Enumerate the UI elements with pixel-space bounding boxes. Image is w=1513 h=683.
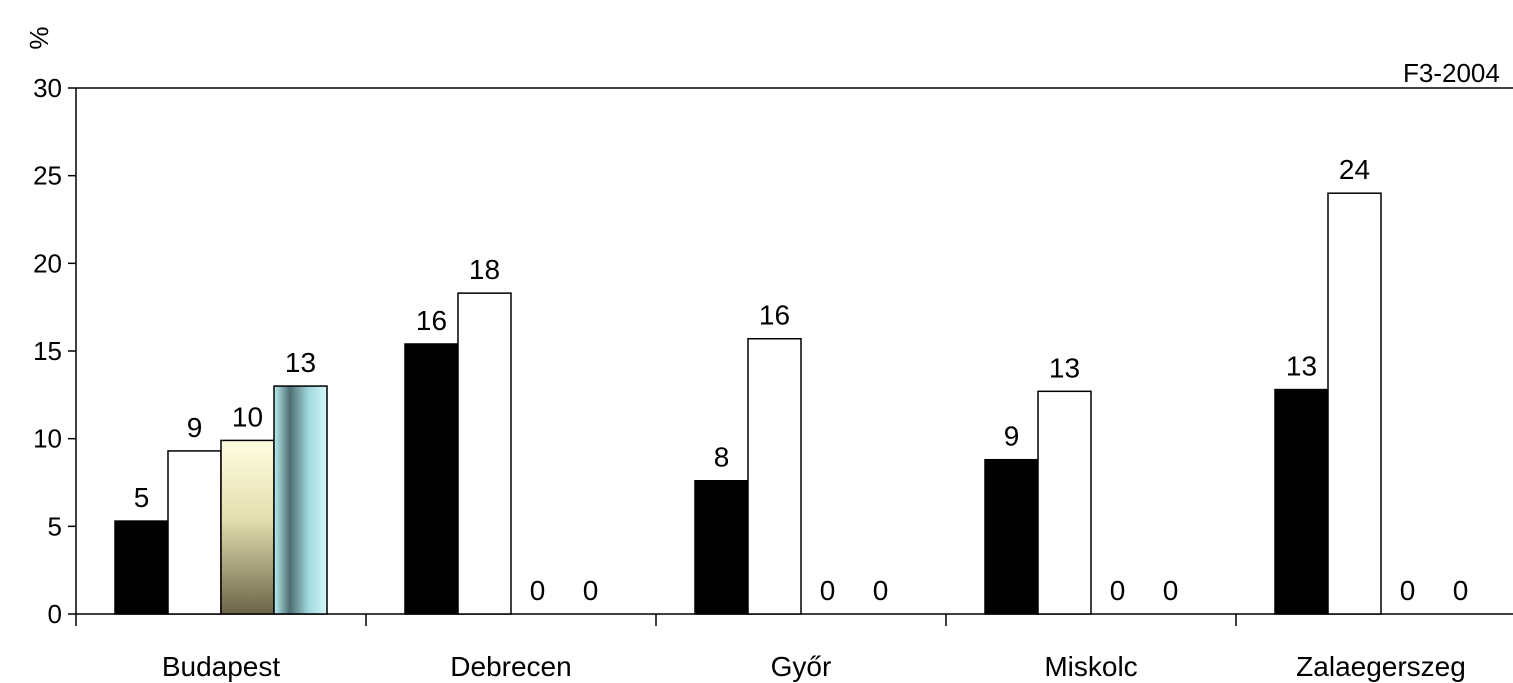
- y-tick-label: 5: [48, 511, 62, 541]
- bar: [404, 343, 459, 615]
- bar: [1274, 388, 1329, 615]
- data-label: 5: [134, 482, 150, 513]
- data-label: 0: [820, 575, 836, 606]
- data-label: 16: [416, 305, 447, 336]
- bar: [1037, 390, 1092, 615]
- bar: [747, 337, 802, 615]
- data-label: 0: [583, 575, 599, 606]
- x-category-label: Debrecen: [450, 651, 571, 682]
- data-label: 13: [1286, 351, 1317, 382]
- data-label: 0: [1110, 575, 1126, 606]
- data-label: 9: [1004, 421, 1020, 452]
- y-tick-label: 0: [48, 599, 62, 629]
- x-category-label: Zalaegerszeg: [1296, 651, 1466, 682]
- x-category-label: Budapest: [162, 651, 281, 682]
- bar: [273, 385, 328, 615]
- data-label: 18: [469, 254, 500, 285]
- y-tick-label: 20: [33, 248, 62, 278]
- data-label: 13: [285, 347, 316, 378]
- bar: [694, 479, 749, 615]
- y-tick-label: 10: [33, 424, 62, 454]
- bar: [1327, 192, 1382, 615]
- y-unit-label: %: [24, 26, 54, 49]
- bar: [114, 520, 169, 615]
- data-label: 9: [187, 412, 203, 443]
- data-label: 10: [232, 401, 263, 432]
- y-tick-label: 25: [33, 161, 62, 191]
- data-label: 13: [1049, 352, 1080, 383]
- data-label: 0: [1163, 575, 1179, 606]
- y-tick-label: 30: [33, 73, 62, 103]
- bar: [167, 450, 222, 615]
- labels: Budapest 5 9 10 13 Debrecen 16 18 0 0 Győr 8 16 0 0 Mis…: [134, 154, 1469, 682]
- data-label: 0: [1453, 575, 1469, 606]
- bar: [457, 292, 512, 615]
- data-label: 0: [873, 575, 889, 606]
- x-category-label: Győr: [771, 651, 832, 682]
- bar: [220, 439, 275, 615]
- bars: [114, 192, 1382, 615]
- corner-label: F3-2004: [1403, 58, 1500, 88]
- data-label: 0: [1400, 575, 1416, 606]
- bar: [984, 458, 1039, 615]
- x-category-label: Miskolc: [1044, 651, 1137, 682]
- data-label: 8: [714, 442, 730, 473]
- data-label: 16: [759, 300, 790, 331]
- data-label: 0: [530, 575, 546, 606]
- data-label: 24: [1339, 154, 1370, 185]
- y-tick-label: 15: [33, 336, 62, 366]
